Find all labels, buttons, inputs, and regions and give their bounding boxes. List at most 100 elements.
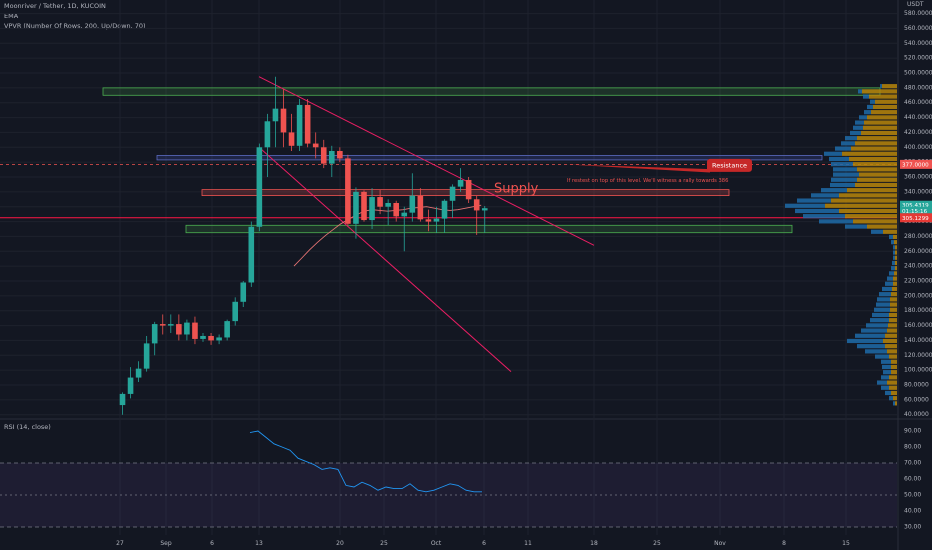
volume-profile-up-bar xyxy=(833,172,859,177)
volume-profile-down-bar xyxy=(862,89,897,94)
candle-down xyxy=(312,143,319,148)
candle-down xyxy=(337,150,343,159)
volume-profile-up-bar xyxy=(872,312,889,318)
candle-down xyxy=(377,197,383,207)
price-tick-label: 180.0000 xyxy=(904,307,932,314)
volume-profile-down-bar xyxy=(847,188,897,193)
currency-label: USDT xyxy=(907,1,924,8)
volume-profile-down-bar xyxy=(889,312,897,318)
volume-profile-up-bar xyxy=(864,110,871,115)
volume-profile-down-bar xyxy=(889,318,897,323)
candle-up xyxy=(135,368,142,378)
volume-profile-up-bar xyxy=(835,146,851,151)
volume-profile-up-bar xyxy=(882,286,892,292)
candle-up xyxy=(264,121,271,148)
time-tick-label: 15 xyxy=(842,540,850,547)
volume-profile-up-bar xyxy=(891,266,895,271)
volume-profile-down-bar xyxy=(867,224,897,229)
volume-profile-up-bar xyxy=(845,224,867,229)
price-level-tag-text: 305.4319 xyxy=(902,203,929,209)
volume-profile-down-bar xyxy=(882,84,897,89)
candle-up xyxy=(296,104,303,146)
volume-profile-up-bar xyxy=(889,271,894,276)
rsi-tick-label: 90.00 xyxy=(904,428,921,435)
volume-profile-down-bar xyxy=(853,219,897,224)
candle-up xyxy=(127,377,134,394)
volume-profile-up-bar xyxy=(853,125,863,130)
rally-note: If restest on top of this level. We'll w… xyxy=(567,178,728,184)
volume-profile-down-bar xyxy=(873,104,897,110)
volume-profile-down-bar xyxy=(890,297,897,302)
price-level-tag-text: 377.0000 xyxy=(902,162,929,168)
volume-profile-down-bar xyxy=(890,302,897,307)
rsi-legend: RSI (14, close) xyxy=(4,423,51,431)
candle-up xyxy=(449,186,456,201)
candle-up xyxy=(401,212,408,217)
candle-down xyxy=(473,199,480,211)
price-tick-label: 240.0000 xyxy=(904,263,932,270)
time-tick-label: 25 xyxy=(653,540,661,547)
volume-profile-up-bar xyxy=(893,250,895,255)
time-tick-label: Nov xyxy=(714,540,726,547)
time-tick-label: 6 xyxy=(482,540,486,547)
volume-profile-up-bar xyxy=(877,380,887,385)
volume-profile-down-bar xyxy=(871,110,897,115)
rsi-line xyxy=(249,430,482,493)
price-tick-label: 200.0000 xyxy=(904,292,932,299)
rsi-tick-label: 40.00 xyxy=(904,508,921,515)
candle-up xyxy=(168,324,174,326)
candle-up xyxy=(441,200,448,219)
volume-profile-up-bar xyxy=(889,234,893,240)
volume-profile-down-bar xyxy=(893,234,897,240)
volume-profile-up-bar xyxy=(879,292,891,297)
candle-up xyxy=(353,191,359,224)
price-tick-label: 520.0000 xyxy=(904,55,932,62)
price-tick-label: 60.0000 xyxy=(904,396,929,403)
volume-profile-down-bar xyxy=(855,182,897,188)
volume-profile-down-bar xyxy=(849,156,897,162)
volume-profile-down-bar xyxy=(861,130,897,136)
volume-profile-down-bar xyxy=(894,240,897,245)
candle-down xyxy=(208,335,214,341)
volume-profile-up-bar xyxy=(877,297,890,302)
price-tick-label: 400.0000 xyxy=(904,144,932,151)
volume-profile-down-bar xyxy=(889,385,897,390)
resistance-callout xyxy=(707,158,752,172)
volume-profile-up-bar xyxy=(866,323,888,328)
volume-profile-down-bar xyxy=(895,250,897,255)
volume-profile-down-bar xyxy=(893,396,897,401)
rsi-tick-label: 30.00 xyxy=(904,524,921,531)
price-level-tag xyxy=(900,200,932,210)
time-tick-label: Oct xyxy=(431,540,442,547)
volume-profile-up-bar xyxy=(859,115,867,120)
price-tick-label: 460.0000 xyxy=(904,99,932,106)
trendline-lower xyxy=(258,146,512,373)
candle-up xyxy=(457,179,464,187)
volume-profile-up-bar xyxy=(893,255,895,260)
price-tick-label: 160.0000 xyxy=(904,322,932,329)
zone-blue-1 xyxy=(156,155,823,161)
candle-up xyxy=(481,208,488,211)
time-tick-label: 6 xyxy=(210,540,214,547)
candle-up xyxy=(216,337,222,341)
volume-profile-up-bar xyxy=(870,99,875,104)
volume-profile-up-bar xyxy=(871,229,883,234)
volume-profile-down-bar xyxy=(891,292,897,297)
volume-profile-down-bar xyxy=(857,177,897,182)
volume-profile-up-bar xyxy=(874,307,890,312)
time-tick-label: Sep xyxy=(160,540,172,547)
volume-profile-up-bar xyxy=(829,156,849,162)
volume-profile-up-bar xyxy=(863,94,869,99)
volume-profile-up-bar xyxy=(819,219,853,224)
volume-profile-down-bar xyxy=(891,370,897,375)
candle-up xyxy=(272,108,279,122)
volume-profile-up-bar xyxy=(803,214,845,219)
price-level-tag xyxy=(900,213,932,223)
price-tick-label: 40.0000 xyxy=(904,411,929,418)
ema-line xyxy=(293,204,482,267)
volume-profile-down-bar xyxy=(883,338,897,344)
price-tick-label: 560.0000 xyxy=(904,25,932,32)
candle-down xyxy=(320,147,327,164)
volume-profile-up-bar xyxy=(824,151,842,156)
